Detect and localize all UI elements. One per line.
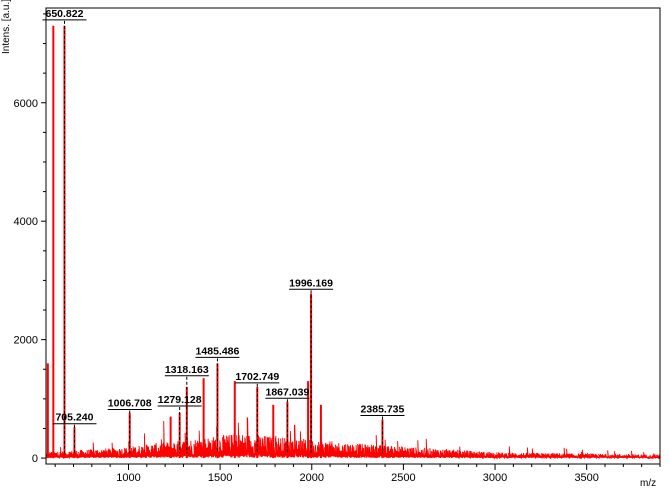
x-tick-label: 3000 xyxy=(483,472,507,484)
x-tick-label: 1500 xyxy=(208,472,232,484)
peak-label: 1485.486 xyxy=(196,345,240,357)
y-tick-label: 0 xyxy=(32,453,38,465)
peak-label: 705.240 xyxy=(55,412,93,424)
peak-label: 1318.163 xyxy=(165,364,209,376)
spectrum-trace xyxy=(45,417,661,460)
peak-label: 1702.749 xyxy=(235,371,279,383)
peak-label: 1867.039 xyxy=(265,386,309,398)
y-tick-label: 6000 xyxy=(14,98,38,110)
x-tick-label: 2000 xyxy=(300,472,324,484)
peak-label: 1006.708 xyxy=(108,398,152,410)
y-tick-label: 2000 xyxy=(14,335,38,347)
y-axis-label: Intens. [a.u.] xyxy=(1,0,12,54)
peak-label: 1279.128 xyxy=(158,394,202,406)
peak-label: 2385.735 xyxy=(361,403,405,415)
y-tick-label: 4000 xyxy=(14,216,38,228)
x-axis-label: m/z xyxy=(640,478,656,489)
plot-frame xyxy=(45,7,661,465)
peak-label: 650.822 xyxy=(45,8,83,20)
x-tick-label: 1000 xyxy=(116,472,140,484)
x-tick-label: 3500 xyxy=(574,472,598,484)
x-tick-label: 2500 xyxy=(391,472,415,484)
peak-label: 1996.169 xyxy=(289,277,333,289)
